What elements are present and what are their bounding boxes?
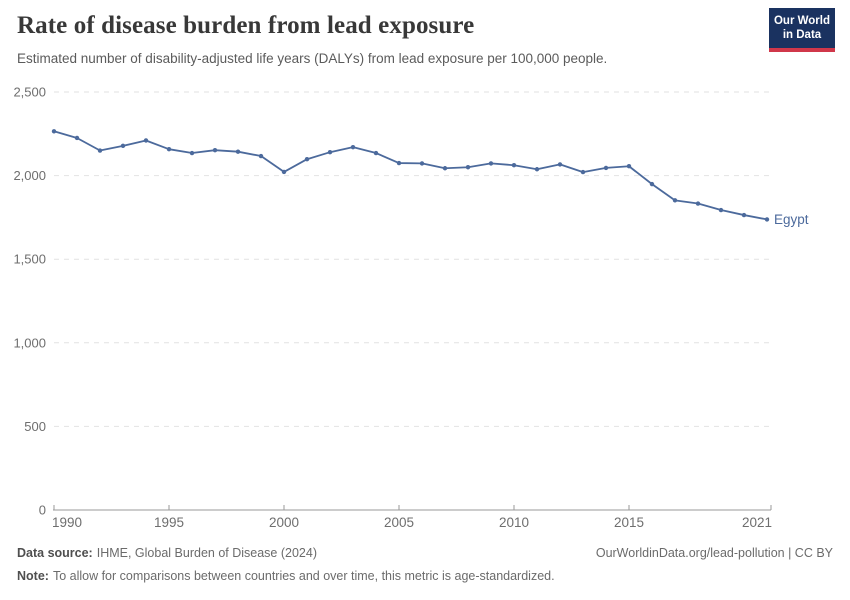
data-point	[511, 163, 517, 168]
y-axis-tick-label: 2,000	[13, 168, 46, 183]
data-point	[626, 164, 632, 169]
data-source: Data source: IHME, Global Burden of Disea…	[17, 546, 317, 560]
data-point	[120, 143, 126, 149]
x-axis-tick-label: 2021	[742, 515, 772, 530]
data-point	[51, 129, 57, 134]
y-axis-tick-label: 2,500	[13, 85, 46, 100]
owid-logo-line2: in Data	[782, 29, 822, 41]
data-point	[488, 161, 494, 166]
data-point	[741, 212, 747, 218]
data-point	[718, 207, 724, 213]
data-source-label: Data source:	[17, 546, 93, 560]
data-point	[143, 138, 149, 143]
attribution-link[interactable]: OurWorldinData.org/lead-pollution | CC B…	[595, 546, 833, 560]
x-axis-tick-label: 2005	[384, 515, 414, 530]
data-point	[304, 157, 310, 162]
data-point	[373, 150, 379, 156]
data-point	[281, 169, 287, 175]
data-point	[534, 167, 540, 172]
data-point	[258, 153, 264, 159]
note: Note: To allow for comparisons between co…	[17, 569, 555, 583]
data-point	[235, 149, 241, 154]
data-point	[350, 144, 356, 150]
data-point	[465, 165, 471, 170]
x-axis-tick-label: 2015	[614, 515, 644, 530]
note-value: To allow for comparisons between countri…	[52, 569, 555, 583]
x-axis-tick-label: 2000	[269, 515, 299, 530]
data-point	[557, 162, 563, 167]
data-point	[695, 201, 701, 206]
chart-subtitle: Estimated number of disability-adjusted …	[17, 51, 608, 66]
chart-footer: Data source: IHME, Global Burden of Disea…	[17, 546, 833, 592]
data-point	[396, 160, 402, 166]
data-point	[419, 161, 425, 166]
data-point	[189, 150, 195, 156]
owid-logo-line1: Our World	[773, 14, 830, 27]
data-point	[74, 135, 80, 141]
data-point	[580, 169, 586, 175]
chart-title: Rate of disease burden from lead exposur…	[17, 12, 475, 39]
data-line	[53, 130, 768, 221]
data-source-value: IHME, Global Burden of Disease (2024)	[96, 546, 317, 560]
data-point	[166, 146, 172, 152]
data-point	[672, 198, 678, 203]
data-point	[97, 148, 103, 153]
y-axis-tick-label: 500	[24, 419, 46, 434]
x-axis-tick-label: 1995	[154, 515, 184, 530]
note-label: Note:	[17, 569, 49, 583]
y-axis-tick-label: 1,000	[13, 335, 46, 350]
x-axis-tick-label: 1990	[52, 515, 82, 530]
x-axis-tick-label: 2010	[499, 515, 529, 530]
y-axis-tick-label: 1,500	[13, 252, 46, 267]
data-point	[764, 217, 770, 222]
data-point	[649, 181, 655, 187]
data-point	[603, 165, 609, 171]
data-point	[212, 147, 218, 153]
data-point	[442, 166, 448, 171]
y-axis-tick-label: 0	[39, 503, 46, 518]
series-label[interactable]: Egypt	[774, 212, 809, 227]
data-point	[327, 149, 333, 155]
owid-logo: Our World in Data	[769, 8, 835, 52]
